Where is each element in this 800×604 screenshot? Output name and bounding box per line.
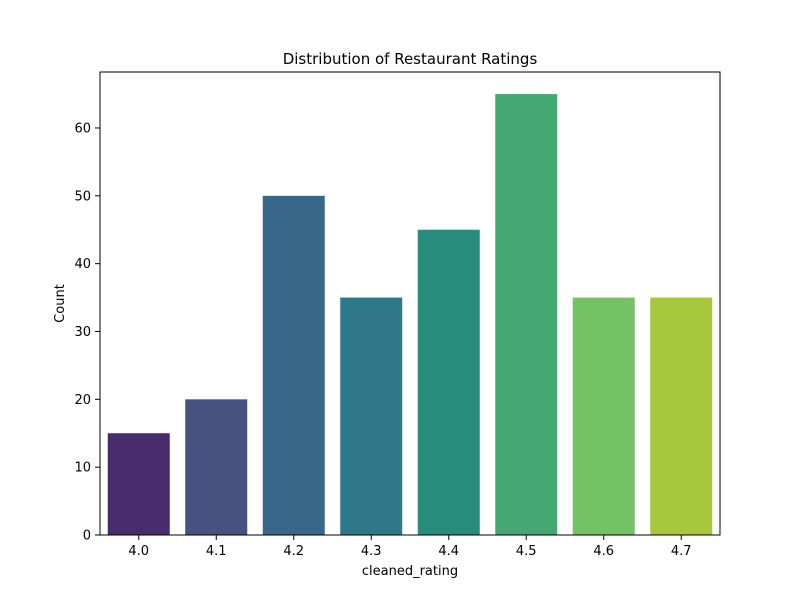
y-tick-label: 50	[74, 189, 91, 204]
y-tick-label: 20	[74, 393, 91, 408]
x-axis-label: cleaned_rating	[362, 564, 458, 579]
x-tick-label: 4.7	[671, 544, 692, 559]
chart-title: Distribution of Restaurant Ratings	[283, 50, 538, 68]
y-tick-label: 40	[74, 257, 91, 272]
bar-4.7	[650, 297, 713, 535]
y-axis-label: Count	[53, 284, 68, 323]
y-axis: 0 10 20 30 40 50 60	[74, 121, 100, 544]
x-tick-label: 4.6	[593, 544, 614, 559]
y-tick-label: 30	[74, 325, 91, 340]
axes-frame	[99, 71, 721, 536]
x-tick-label: 4.5	[516, 544, 537, 559]
x-tick-label: 4.1	[206, 544, 227, 559]
bar-4.5	[495, 94, 558, 536]
bar-4.0	[107, 433, 170, 535]
x-tick-label: 4.2	[283, 544, 304, 559]
bar-4.2	[262, 195, 325, 535]
bar-4.1	[185, 399, 248, 535]
x-tick-label: 4.3	[361, 544, 382, 559]
x-tick-label: 4.0	[128, 544, 149, 559]
bars-group	[107, 94, 713, 536]
bar-4.6	[572, 297, 635, 535]
x-axis: 4.0 4.1 4.2 4.3 4.4 4.5 4.6 4.7	[128, 535, 692, 559]
bar-4.4	[417, 229, 480, 536]
y-tick-label: 10	[74, 461, 91, 476]
bar-4.3	[340, 297, 403, 535]
y-tick-label: 0	[83, 529, 91, 544]
x-tick-label: 4.4	[438, 544, 459, 559]
y-tick-label: 60	[74, 121, 91, 136]
